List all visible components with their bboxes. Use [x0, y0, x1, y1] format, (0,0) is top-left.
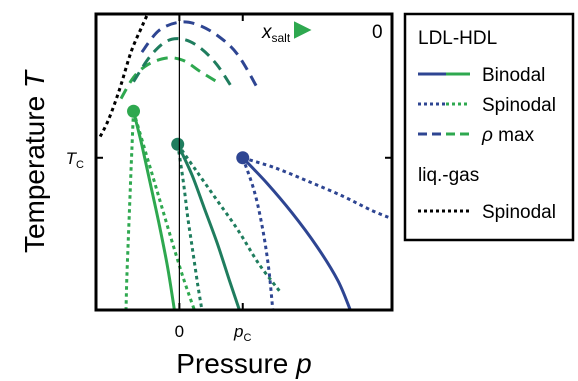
series-blue-dashed-11: [140, 20, 260, 91]
xsalt-label: xsalt: [261, 22, 291, 45]
x-tick-label-1: pC: [233, 322, 251, 344]
legend-box: [403, 12, 575, 242]
legend-spinodal-label: Spinodal: [482, 95, 556, 116]
y-tick-label-0: TC: [66, 149, 84, 171]
critical-point-green-light: [127, 104, 141, 118]
series-layer: [98, 14, 392, 310]
ticks-layer: 0 pC TC: [66, 14, 392, 344]
critical-point-blue: [236, 151, 250, 165]
legend-group-ldl-hdl-title: LDL-HDL: [418, 28, 497, 49]
series-green-light-solid-0: [132, 110, 176, 310]
series-blue-dotted-10: [242, 156, 392, 221]
legend-liqgas-spinodal-label: Spinodal: [482, 202, 556, 223]
xsalt-annotation: 0 xsalt: [261, 21, 383, 45]
series-green-light-dashed-3: [119, 56, 218, 100]
legend-rhomax-label: ρ max: [481, 125, 535, 146]
series-green-light-dotted-2: [132, 110, 196, 310]
series-green-light-dotted-1: [124, 111, 135, 310]
critical-points-layer: [127, 104, 250, 165]
legend: LDL-HDL Binodal Spinodal ρ max liq.-gas …: [403, 12, 575, 242]
series-green-mid-dotted-5: [176, 143, 204, 310]
series-blue-solid-8: [241, 156, 352, 310]
legend-binodal-label: Binodal: [482, 65, 545, 86]
x-tick-label-0: 0: [175, 322, 184, 341]
plot-frame: [94, 12, 394, 312]
series-green-mid-dotted-6: [176, 143, 283, 295]
series-green-mid-dashed-7: [132, 37, 235, 91]
critical-point-green-mid: [171, 137, 185, 151]
legend-group-liq-gas-title: liq.-gas: [418, 165, 479, 186]
series-blue-dotted-9: [241, 157, 275, 310]
x-axis-label: Pressure p: [176, 348, 311, 379]
xsalt-zero-label: 0: [372, 22, 383, 43]
y-axis-label: Temperature T: [19, 69, 50, 253]
series-green-mid-solid-4: [176, 143, 241, 310]
series-liq-gas-dotted-12: [98, 14, 150, 138]
